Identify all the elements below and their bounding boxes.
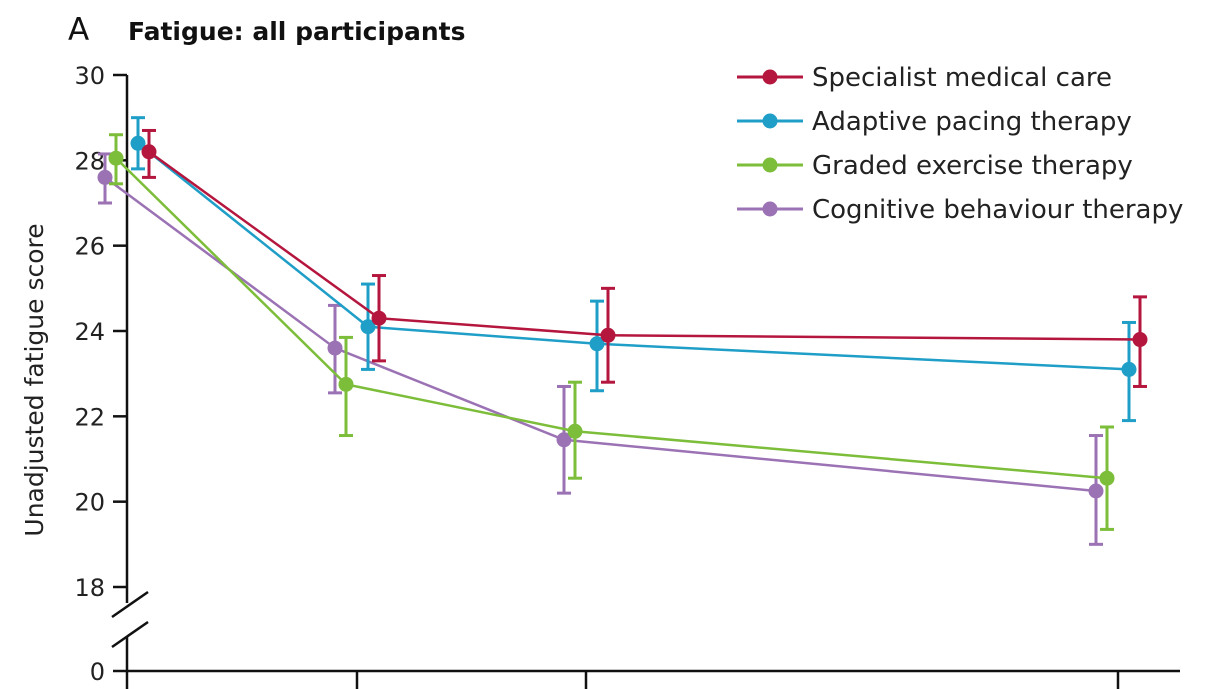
- data-point: [1099, 470, 1115, 486]
- y-tick-label: 26: [74, 233, 105, 261]
- data-point: [141, 144, 157, 160]
- data-point: [97, 169, 113, 185]
- data-point: [600, 327, 616, 343]
- series-graded-exercise-therapy: [108, 133, 1115, 531]
- series-specialist-medical-care: [141, 128, 1148, 388]
- legend-swatch-marker: [762, 69, 778, 85]
- legend-label: Cognitive behaviour therapy: [812, 195, 1183, 225]
- series-line: [115, 157, 1108, 480]
- data-point: [1121, 361, 1137, 377]
- data-point: [556, 432, 572, 448]
- y-tick-label: 28: [74, 147, 105, 175]
- data-point: [338, 376, 354, 392]
- data-point: [130, 135, 146, 151]
- y-tick-label: 24: [74, 318, 105, 346]
- data-point: [108, 150, 124, 166]
- legend-label: Specialist medical care: [812, 63, 1112, 93]
- series-line: [104, 176, 1097, 493]
- legend-swatch-marker: [762, 157, 778, 173]
- y-tick-label: 22: [74, 403, 105, 431]
- legend-item: Adaptive pacing therapy: [737, 107, 1132, 137]
- data-point: [1088, 483, 1104, 499]
- y-axis-break-mark: [111, 620, 149, 649]
- data-point: [1132, 332, 1148, 348]
- series-adaptive-pacing-therapy: [130, 116, 1137, 423]
- series-cognitive-behaviour-therapy: [97, 152, 1104, 546]
- y-axis-break-mark: [111, 590, 149, 619]
- series-group: [97, 116, 1148, 546]
- legend-item: Cognitive behaviour therapy: [737, 195, 1183, 225]
- data-point: [327, 340, 343, 356]
- data-point: [360, 319, 376, 335]
- legend-label: Graded exercise therapy: [812, 151, 1133, 181]
- legend: Specialist medical care Adaptive pacing t…: [737, 63, 1183, 225]
- data-point: [371, 310, 387, 326]
- chart-title: Fatigue: all participants: [128, 17, 465, 46]
- y-tick-label: 0: [90, 658, 105, 686]
- y-tick-label: 30: [74, 62, 105, 90]
- series-line: [137, 142, 1130, 371]
- legend-item: Graded exercise therapy: [737, 151, 1133, 181]
- data-point: [589, 336, 605, 352]
- legend-swatch-marker: [762, 113, 778, 129]
- legend-label: Adaptive pacing therapy: [812, 107, 1132, 137]
- data-point: [567, 423, 583, 439]
- y-tick-label: 20: [74, 489, 105, 517]
- y-tick-label: 18: [74, 574, 105, 602]
- y-axis-label: Unadjusted fatigue score: [20, 223, 49, 536]
- axes: 30 28 26 24 22 20 18 0: [74, 62, 1180, 689]
- legend-swatch-marker: [762, 201, 778, 217]
- series-line: [148, 150, 1141, 341]
- panel-letter: A: [68, 12, 89, 48]
- legend-item: Specialist medical care: [737, 63, 1112, 93]
